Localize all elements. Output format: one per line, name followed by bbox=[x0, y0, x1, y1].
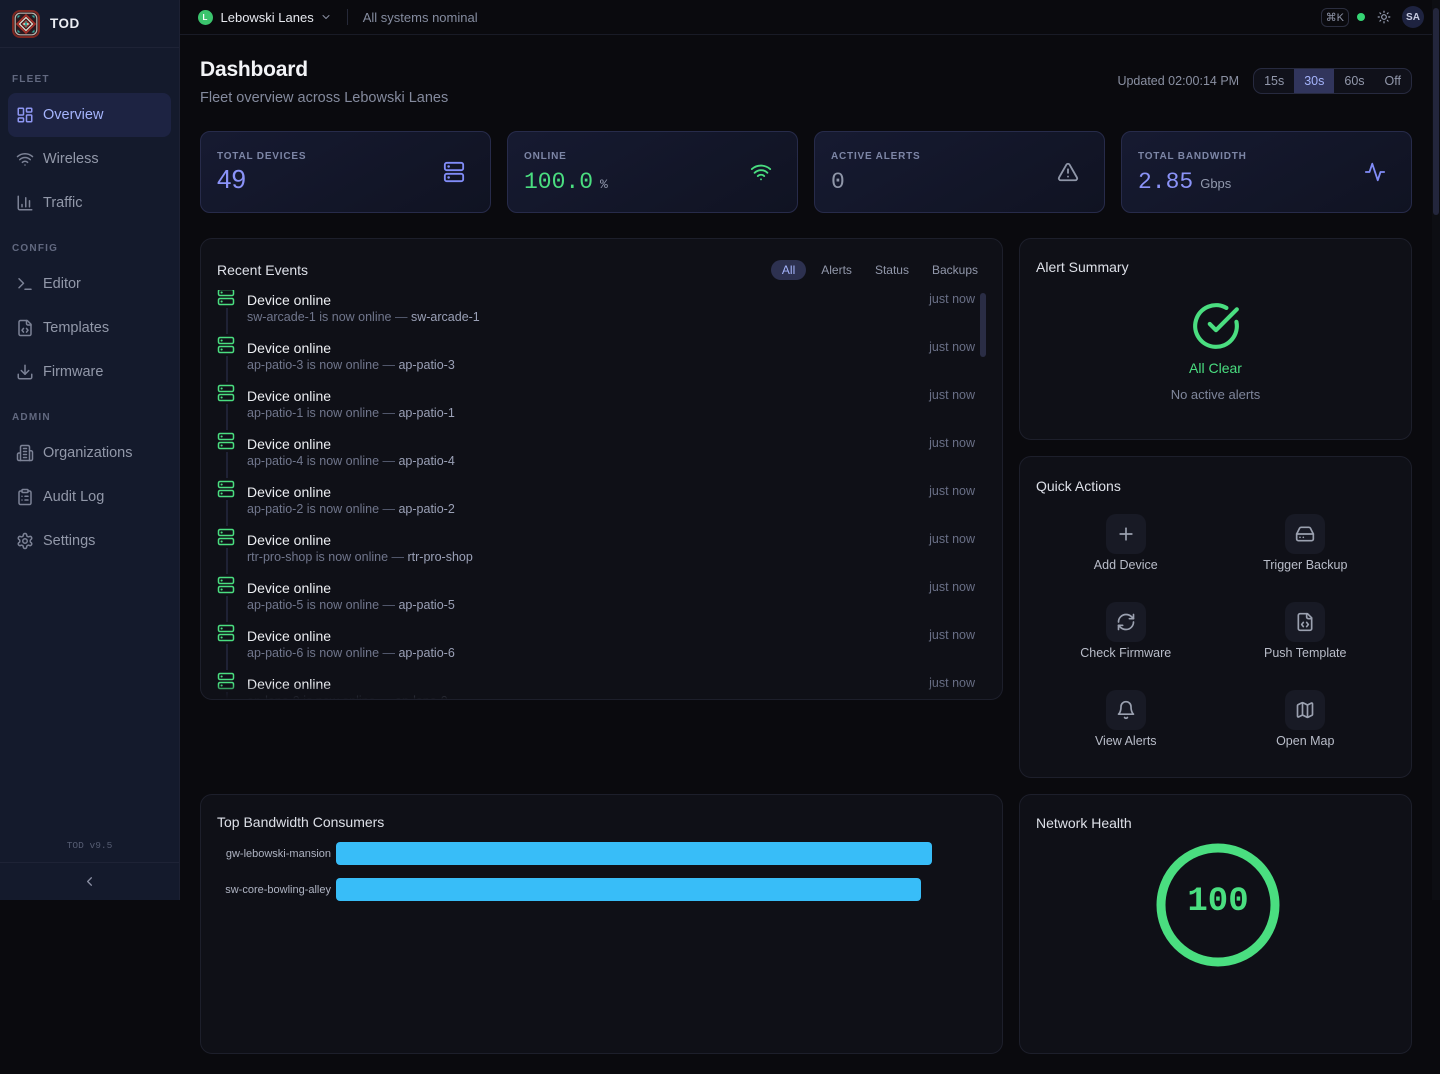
svg-text:100: 100 bbox=[1187, 883, 1248, 921]
